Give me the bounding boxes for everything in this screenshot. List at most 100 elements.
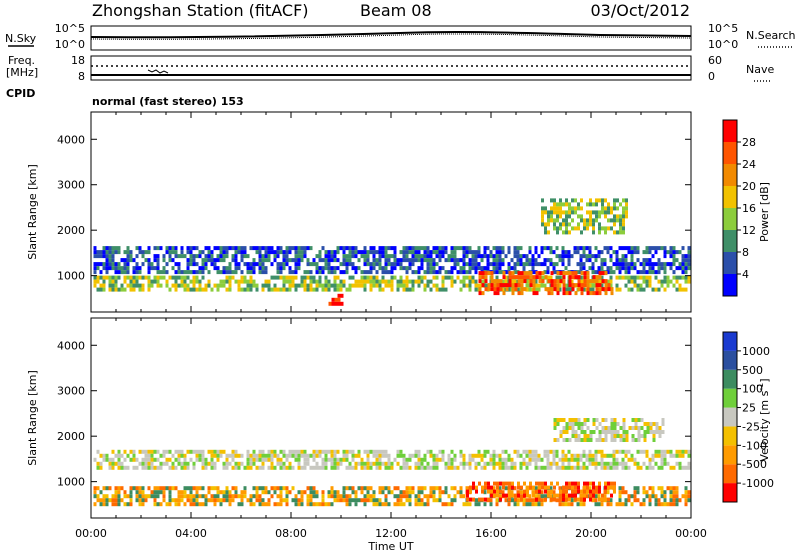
velocity-echo-cell [556,481,559,486]
velocity-echo-cell [619,434,623,438]
power-echo-cell [525,283,529,288]
velocity-echo-cell [402,453,406,458]
velocity-echo-cell [183,494,187,499]
velocity-echo-cell [687,465,691,470]
velocity-echo-cell [342,457,346,462]
velocity-echo-cell [117,457,121,462]
power-echo-cell [612,250,616,255]
power-echo-cell [123,270,127,275]
power-echo-cell [375,250,379,255]
velocity-echo-cell [117,486,121,491]
power-echo-cell [387,246,391,251]
velocity-colorbar-tick-label: 25 [742,402,756,415]
velocity-echo-cell [613,426,617,430]
power-echo-cell [610,206,613,211]
velocity-echo-cell [525,461,529,466]
power-echo-cell [192,270,196,275]
velocity-echo-cell [583,430,587,434]
velocity-echo-cell [450,465,454,470]
power-echo-cell [538,279,542,284]
velocity-echo-cell [123,457,127,462]
power-echo-cell [598,222,601,227]
power-echo-cell [255,262,259,267]
power-echo-cell [309,287,313,292]
velocity-echo-cell [507,502,511,507]
power-echo-cell [183,275,187,280]
power-echo-cell [243,254,247,259]
velocity-echo-cell [666,502,670,507]
power-echo-cell [114,262,118,267]
power-echo-cell [366,275,370,280]
velocity-echo-cell [609,461,613,466]
power-echo-cell [495,275,499,280]
power-echo-cell [675,250,679,255]
velocity-echo-cell [306,457,310,462]
power-echo-cell [604,206,607,211]
power-echo-cell [234,258,238,263]
power-echo-cell [429,266,433,271]
power-echo-cell [147,275,151,280]
velocity-echo-cell [222,449,226,454]
velocity-echo-cell [294,498,298,503]
velocity-echo-cell [501,465,505,470]
power-echo-cell [474,279,478,284]
power-echo-cell [189,270,193,275]
power-echo-cell [201,262,205,267]
velocity-echo-cell [477,461,481,466]
nsky-strip: N.Sky 10^5 10^0 10^5 10^0 N.Search [5,22,796,51]
velocity-echo-cell [453,498,457,503]
power-echo-cell [496,279,500,284]
power-echo-cell [369,283,373,288]
velocity-echo-cell [537,453,541,458]
power-echo-cell [333,275,337,280]
velocity-echo-cell [675,449,679,454]
velocity-echo-cell [402,490,406,495]
power-echo-cell [507,246,511,251]
velocity-echo-cell [93,502,97,507]
power-echo-cell [93,283,97,288]
velocity-echo-cell [553,493,556,498]
velocity-echo-cell [324,453,328,458]
velocity-echo-cell [417,449,421,454]
power-echo-cell [198,279,202,284]
power-echo-cell [550,214,553,219]
power-echo-cell [624,266,628,271]
power-echo-cell [312,279,316,284]
velocity-echo-cell [553,485,556,490]
power-echo-cell [687,258,691,263]
velocity-echo-cell [534,465,538,470]
power-echo-cell [198,270,202,275]
velocity-echo-cell [114,498,118,503]
power-echo-cell [441,287,445,292]
power-echo-cell [156,254,160,259]
power-echo-cell [582,254,586,259]
velocity-echo-cell [315,490,319,495]
velocity-echo-cell [589,481,592,486]
velocity-echo-cell [312,502,316,507]
power-echo-cell [610,218,613,223]
power-echo-cell [213,262,217,267]
power-echo-cell [117,262,121,267]
velocity-echo-cell [270,494,274,499]
velocity-echo-cell [678,453,682,458]
power-echo-cell [261,270,265,275]
power-echo-cell [345,266,349,271]
power-echo-cell [606,266,610,271]
power-echo-cell [621,266,625,271]
velocity-echo-cell [450,449,454,454]
velocity-echo-cell [297,498,301,503]
power-echo-cell [492,262,496,267]
power-echo-cell [150,279,154,284]
power-echo-cell [225,270,229,275]
velocity-echo-cell [315,461,319,466]
velocity-echo-cell [540,494,544,499]
velocity-echo-cell [672,490,676,495]
power-echo-cell [204,262,208,267]
velocity-echo-cell [528,449,532,454]
velocity-echo-cell [579,457,583,462]
power-echo-cell [550,218,553,223]
velocity-echo-cell [684,465,688,470]
velocity-echo-cell [501,457,505,462]
velocity-echo-cell [255,494,259,499]
